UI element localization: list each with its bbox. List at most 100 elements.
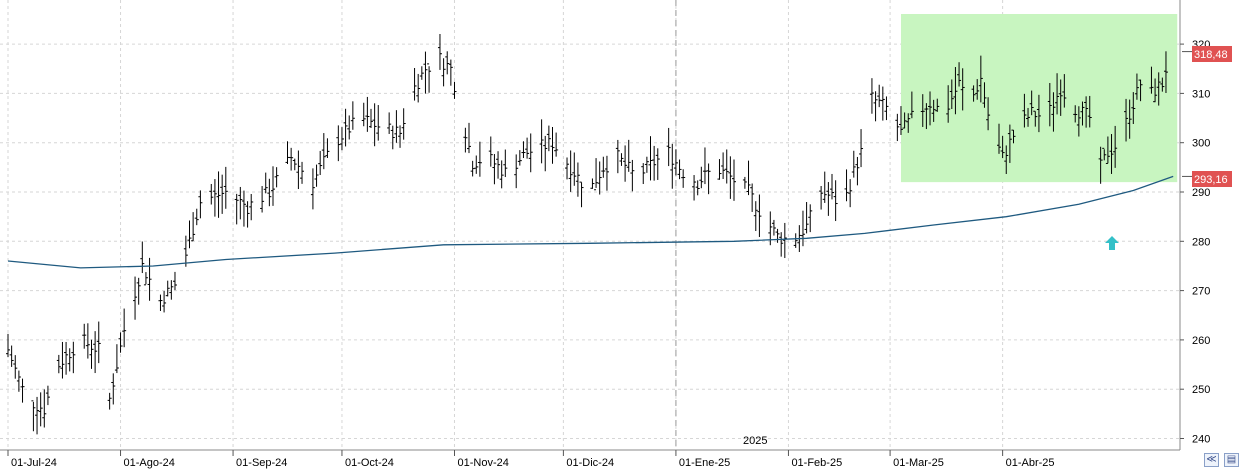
ohlc-bar [1124,98,1129,142]
ohlc-bar [93,331,98,374]
ohlc-bar [249,194,254,221]
ohlc-bar [1163,51,1168,94]
ohlc-bar [644,156,649,173]
ohlc-bar [528,133,533,173]
ohlc-bar [223,166,228,209]
ohlc-bar [1113,125,1118,168]
ohlc-bar [666,127,671,167]
x-tick-label: 01-Feb-25 [791,457,842,469]
ohlc-bar [437,33,442,70]
y-tick-label: 300 [1192,138,1210,150]
ohlc-bar [757,194,762,237]
ohlc-bar [717,159,722,180]
ohlc-bar [575,162,580,197]
ohlc-bar [241,190,246,227]
ohlc-bar [274,167,279,188]
ohlc-bar [267,178,272,207]
ohlc-bar [550,126,555,164]
ohlc-bar [855,156,860,186]
ohlc-bar [496,151,501,179]
x-axis-labels: 01-Jul-24 01-Ago-24 01-Sep-24 01-Oct-24 01-N… [7,450,1055,469]
ohlc-bar [655,148,660,180]
ohlc-bar [339,127,344,151]
ohlc-bar [314,164,319,187]
ohlc-bar [594,158,599,191]
ohlc-bar [681,169,686,188]
ohlc-bar [539,119,544,164]
ohlc-bar [1149,66,1154,94]
moving-average-badge: 293,16 [1192,171,1232,187]
ohlc-bar [898,106,903,135]
ohlc-bar [546,125,551,152]
ohlc-bar [114,344,119,374]
ohlc-bar [996,123,1001,154]
y-tick-label: 270 [1192,286,1210,298]
ohlc-bar [521,141,526,159]
ohlc-bar [982,82,987,108]
ohlc-bar [492,154,497,185]
ohlc-bar [423,51,428,94]
ohlc-bar [920,94,925,127]
ohlc-bar [906,113,911,133]
x-tick-label: 01-Dic-24 [566,457,614,469]
ohlc-bar [347,115,352,140]
ohlc-bar [732,159,736,201]
ohlc-bar [880,86,885,121]
ohlc-bar [935,98,940,112]
x-tick-label: 01-Ago-24 [124,457,175,469]
ohlc-bar [107,392,112,410]
ohlc-bar [372,103,377,147]
ohlc-bar [212,179,217,217]
ohlc-bar [350,101,355,130]
ohlc-bar [71,341,76,374]
ohlc-bar [565,157,570,180]
ohlc-bar [877,84,882,108]
save-icon[interactable]: ▤ [1224,453,1239,467]
ohlc-bar [604,155,609,191]
scroll-left-icon[interactable]: ≪ [1204,453,1219,467]
ohlc-bar [474,155,479,174]
ohlc-bar [325,138,330,158]
ohlc-bar [572,152,577,186]
ohlc-bar [147,257,152,301]
ohlc-bar [310,168,315,210]
ohlc-bar [463,127,468,153]
ohlc-bar [1080,101,1085,126]
ohlc-bar [1022,93,1027,128]
ohlc-bar [895,113,900,142]
ohlc-bar [136,277,141,305]
x-tick-label: 01-Oct-24 [345,457,394,469]
ohlc-bar [728,156,733,199]
ohlc-bar [826,182,831,216]
year-label: 2025 [743,435,767,447]
ohlc-bar [1076,106,1081,137]
ohlc-bar [1026,107,1031,127]
ohlc-bar [416,73,421,103]
ohlc-bar [365,96,370,132]
grid [0,0,1180,450]
ohlc-bar [1029,90,1034,116]
ohlc-bar [859,129,864,168]
ohlc-bar [1055,73,1060,115]
ohlc-bar [800,210,805,247]
ohlc-bar [376,105,381,141]
ohlc-bar [949,79,954,110]
ohlc-bar [390,125,395,150]
ohlc-bar [187,220,192,249]
ohlc-bar [615,139,620,174]
ohlc-bar [692,175,697,201]
moving-average-value: 293,16 [1194,174,1228,186]
ohlc-bar [601,156,606,178]
ohlc-bar [477,141,482,177]
ohlc-bar [514,154,519,189]
ohlc-bar [652,145,657,181]
moving-average-line [7,175,1174,269]
ohlc-bar [85,323,90,359]
ohlc-bar [220,174,225,214]
ohlc-bar [64,341,69,375]
ohlc-bar [118,332,123,353]
ohlc-bar [724,149,729,184]
ohlc-bar [263,172,268,194]
ohlc-bar [13,355,18,379]
